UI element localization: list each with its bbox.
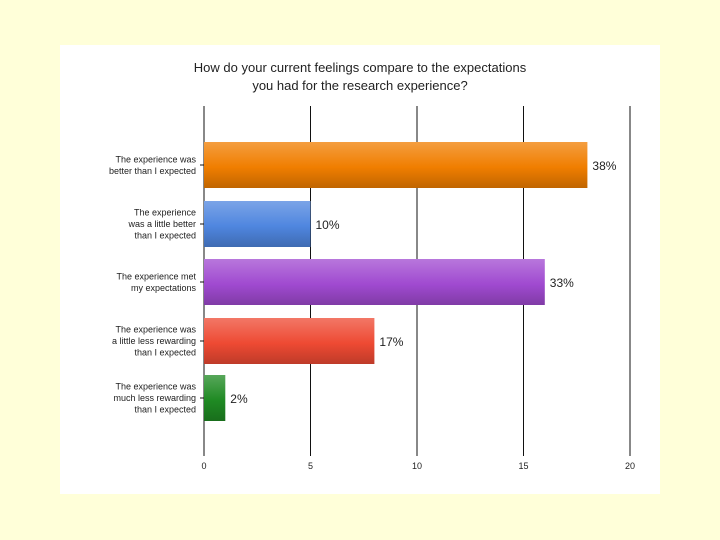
data-label-2: 10% xyxy=(316,218,340,232)
bar-4 xyxy=(204,318,375,364)
bar-1 xyxy=(204,142,588,188)
data-label-3: 33% xyxy=(550,276,574,290)
bar-3 xyxy=(204,259,545,305)
x-tick-label-20: 20 xyxy=(625,461,635,471)
data-label-1: 38% xyxy=(592,159,616,173)
bar-2 xyxy=(204,201,311,247)
x-tick-label-5: 5 xyxy=(308,461,313,471)
data-label-4: 17% xyxy=(379,335,403,349)
category-label-5: The experience was much less rewarding tha… xyxy=(113,382,196,415)
category-label-4: The experience was a little less rewardin… xyxy=(112,325,197,358)
category-label-2: The experience was a little better than I … xyxy=(127,208,196,241)
chart-title: How do your current feelings compare to … xyxy=(60,59,660,95)
category-label-3: The experience met my expectations xyxy=(116,271,196,293)
x-tick-label-0: 0 xyxy=(201,461,206,471)
chart-title-line-1: How do your current feelings compare to … xyxy=(193,60,527,75)
category-label-1: The experience was better than I expected xyxy=(109,154,197,176)
bar-5 xyxy=(204,375,226,421)
x-tick-label-10: 10 xyxy=(412,461,422,471)
data-label-5: 2% xyxy=(230,392,248,406)
x-tick-label-15: 15 xyxy=(518,461,528,471)
chart-title-line-2: you had for the research experience? xyxy=(252,78,468,93)
